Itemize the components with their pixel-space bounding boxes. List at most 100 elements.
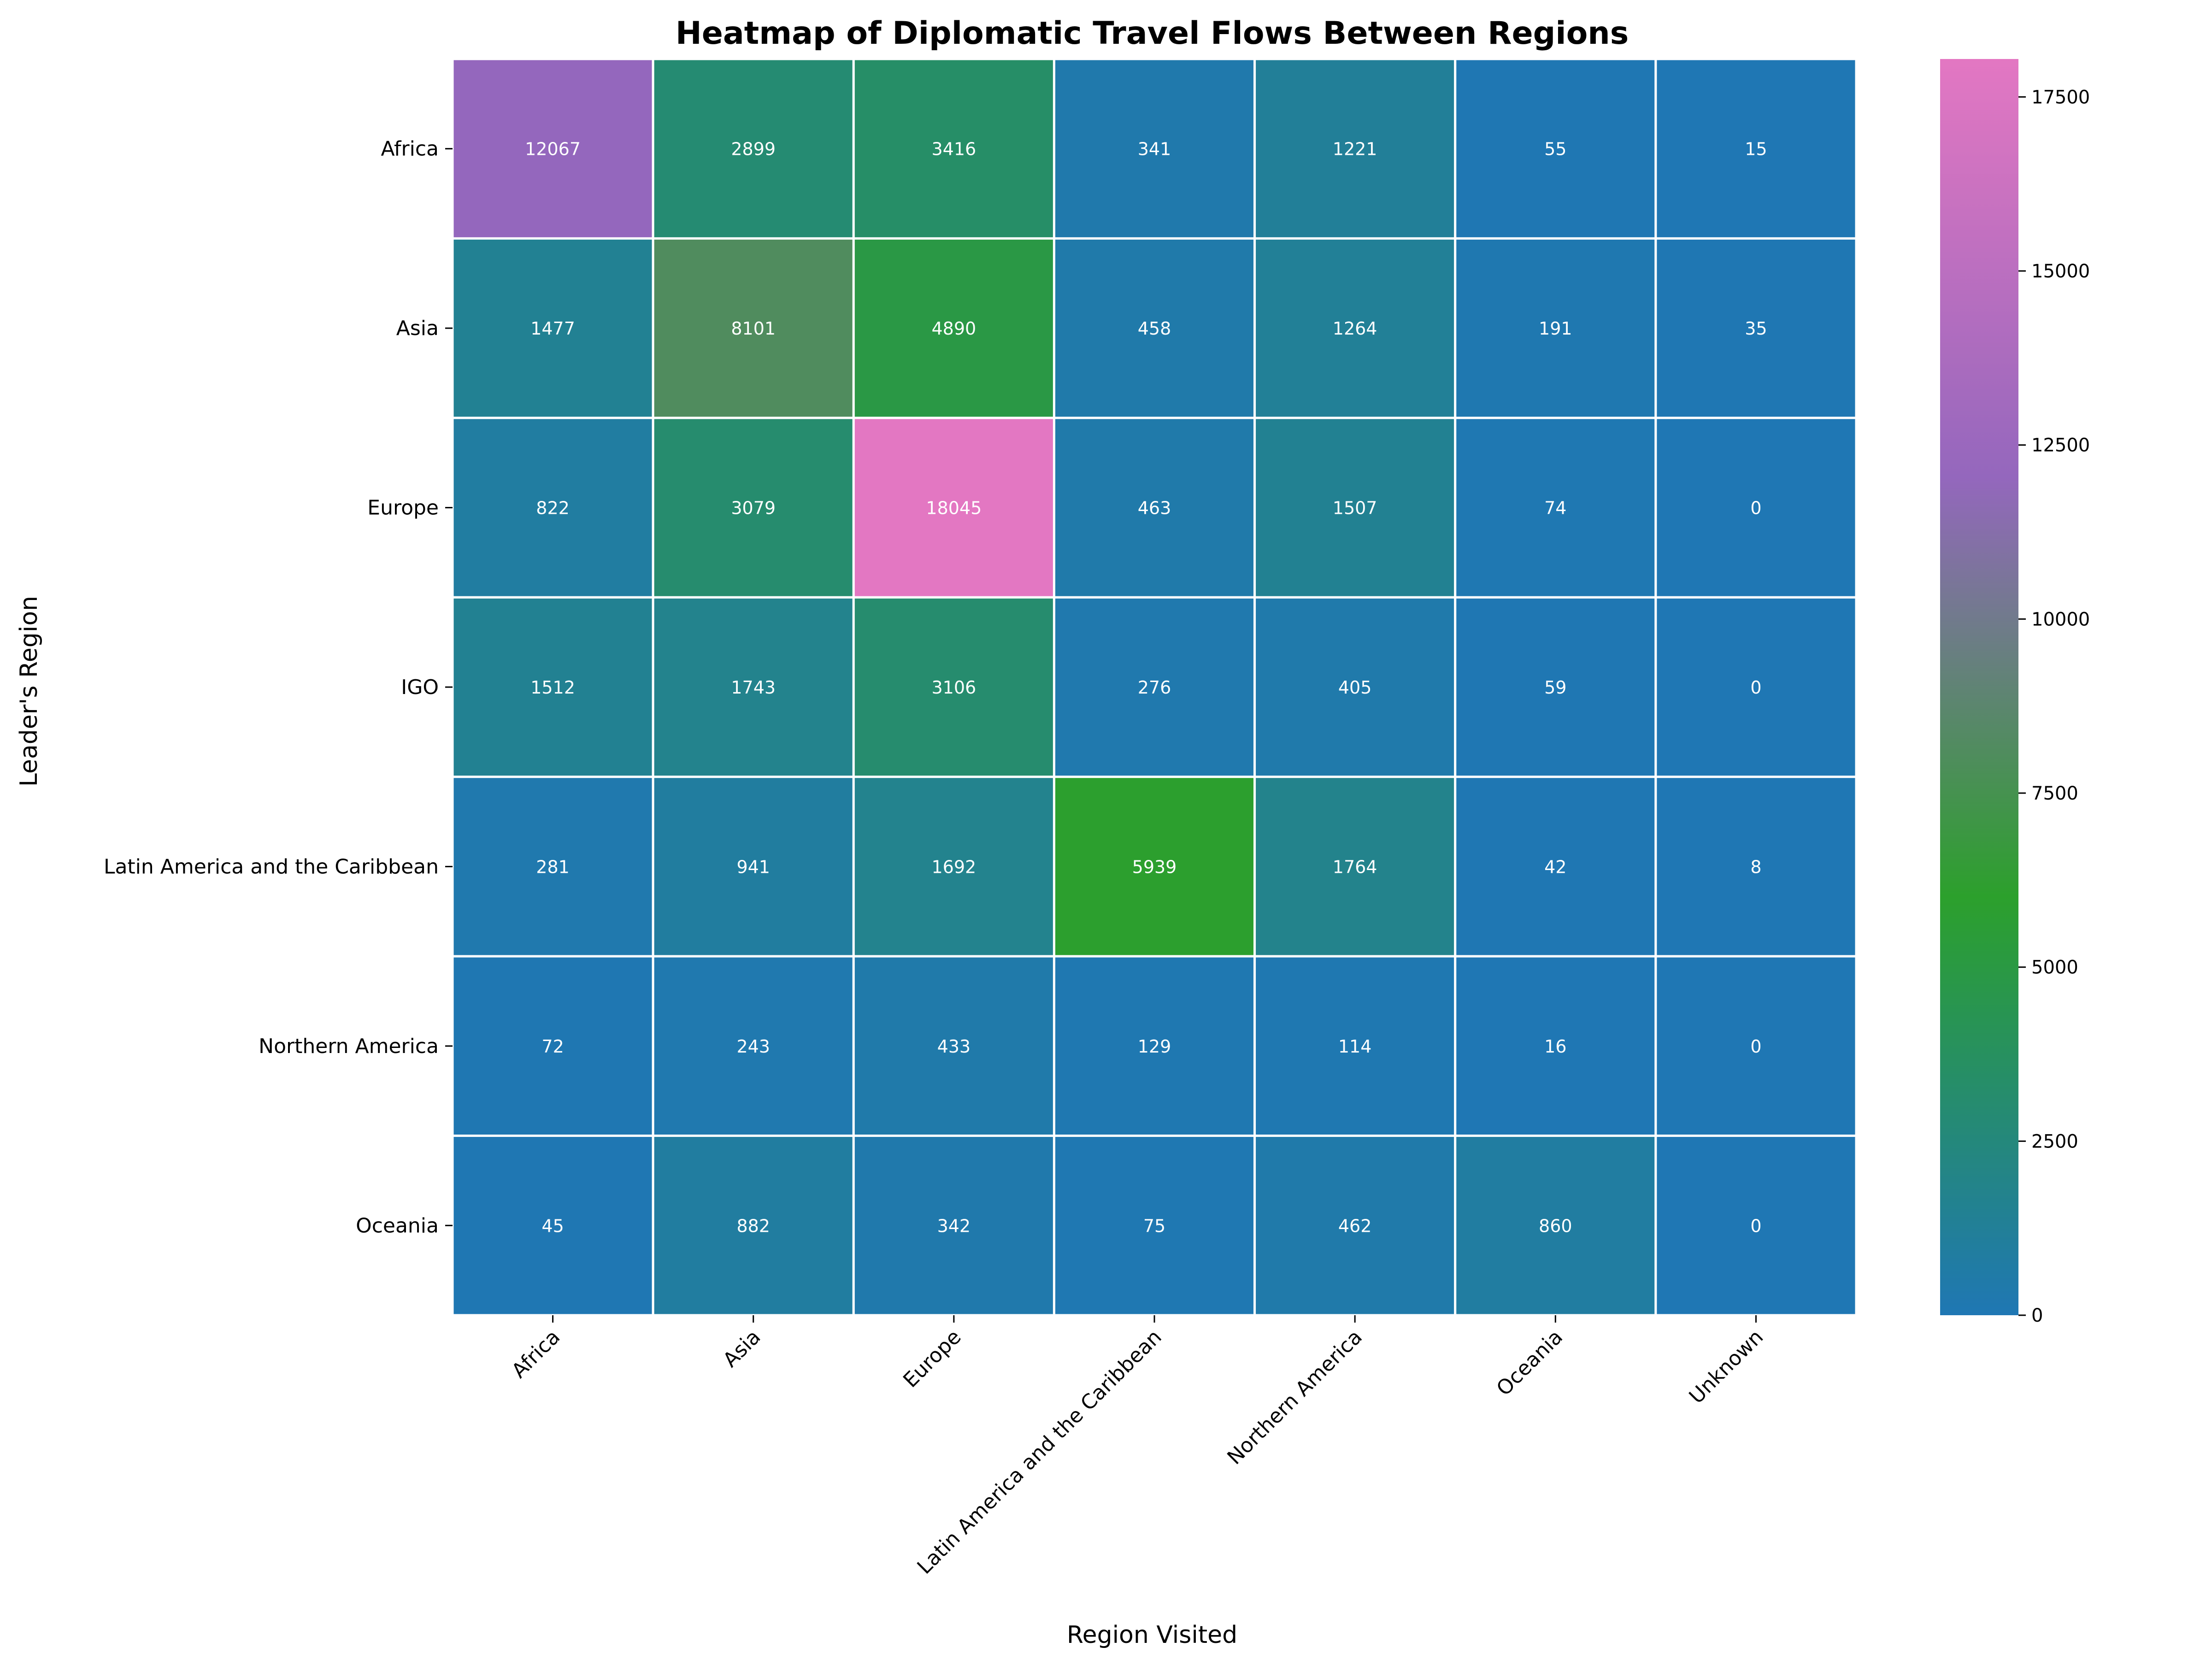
cell-value-label: 3416 <box>931 139 976 159</box>
heatmap-cell <box>852 776 1055 958</box>
cell-value-label: 342 <box>937 1216 971 1236</box>
cell-value-label: 243 <box>736 1036 770 1057</box>
cell-value-label: 1477 <box>530 318 575 339</box>
cell-value-label: 55 <box>1544 139 1566 159</box>
heatmap-cell <box>852 58 1055 240</box>
heatmap-cell <box>1253 237 1457 419</box>
colorbar-tick-label: 5000 <box>2031 957 2078 978</box>
cell-value-label: 59 <box>1544 677 1566 698</box>
cell-value-label: 463 <box>1138 498 1171 518</box>
heatmap-cell <box>852 1135 1055 1317</box>
y-tick-label: IGO <box>401 676 439 699</box>
colorbar-tick-label: 15000 <box>2031 261 2090 282</box>
cell-value-label: 8101 <box>731 318 776 339</box>
heatmap-cell <box>852 237 1055 419</box>
heatmap-cell <box>1253 596 1457 778</box>
colorbar-tick-label: 12500 <box>2031 435 2090 456</box>
heatmap-cell <box>1454 237 1657 419</box>
cell-value-label: 129 <box>1138 1036 1171 1057</box>
cell-value-label: 0 <box>1750 498 1761 518</box>
heatmap-cell <box>1654 596 1858 778</box>
colorbar-tick-label: 10000 <box>2031 609 2090 630</box>
heatmap-cell <box>1654 237 1858 419</box>
colorbar-gradient <box>1940 59 2018 1315</box>
colorbar-tick-label: 2500 <box>2031 1131 2078 1152</box>
y-tick-label: Africa <box>381 137 439 161</box>
cell-value-label: 462 <box>1338 1216 1372 1236</box>
y-tick-label: Northern America <box>259 1035 439 1058</box>
heatmap-cell <box>1654 776 1858 958</box>
cell-value-label: 1264 <box>1333 318 1377 339</box>
cell-value-label: 276 <box>1138 677 1171 698</box>
cell-value-label: 433 <box>937 1036 971 1057</box>
heatmap-cell <box>652 596 855 778</box>
cell-value-label: 18045 <box>926 498 982 518</box>
y-tick-label: Asia <box>396 317 439 340</box>
heatmap-cell <box>1654 1135 1858 1317</box>
colorbar-tick-label: 7500 <box>2031 783 2078 804</box>
cell-value-label: 341 <box>1138 139 1171 159</box>
cell-value-label: 882 <box>736 1216 770 1236</box>
cell-value-label: 0 <box>1750 677 1761 698</box>
cell-value-label: 0 <box>1750 1036 1761 1057</box>
heatmap-cell <box>852 955 1055 1137</box>
cell-value-label: 1512 <box>530 677 575 698</box>
cell-value-label: 1764 <box>1333 857 1377 877</box>
heatmap-cell <box>1053 596 1256 778</box>
cell-value-label: 72 <box>541 1036 564 1057</box>
heatmap-cell <box>451 776 654 958</box>
heatmap-cell <box>451 58 654 240</box>
heatmap-cell <box>652 417 855 599</box>
heatmap-cell <box>652 237 855 419</box>
cell-value-label: 458 <box>1138 318 1171 339</box>
heatmap-cell <box>1654 58 1858 240</box>
cell-value-label: 35 <box>1745 318 1767 339</box>
y-tick-label: Latin America and the Caribbean <box>104 855 439 878</box>
heatmap-cell <box>1454 417 1657 599</box>
cell-value-label: 75 <box>1143 1216 1165 1236</box>
heatmap-cell <box>852 596 1055 778</box>
cell-value-label: 42 <box>1544 857 1566 877</box>
heatmap-cell <box>1053 1135 1256 1317</box>
heatmap-cell <box>1454 1135 1657 1317</box>
x-axis-label: Region Visited <box>1067 1621 1237 1649</box>
heatmap-cell <box>652 58 855 240</box>
cell-value-label: 1507 <box>1333 498 1377 518</box>
cell-value-label: 5939 <box>1132 857 1177 877</box>
colorbar: 0 2500 5000 7500 10000 12500 15000 17500 <box>1940 59 2090 1326</box>
cell-value-label: 3106 <box>931 677 976 698</box>
heatmap-cell <box>652 776 855 958</box>
colorbar-tick-label: 17500 <box>2031 87 2090 108</box>
cell-value-label: 822 <box>536 498 570 518</box>
heatmap-cell <box>451 1135 654 1317</box>
cell-value-label: 15 <box>1745 139 1767 159</box>
heatmap-cell <box>1053 955 1256 1137</box>
cell-value-label: 74 <box>1544 498 1566 518</box>
heatmap-cell <box>852 417 1055 599</box>
heatmap-cell <box>1053 417 1256 599</box>
cell-value-label: 0 <box>1750 1216 1761 1236</box>
chart-title: Heatmap of Diplomatic Travel Flows Betwe… <box>676 15 1629 52</box>
y-axis: Africa Asia Europe IGO Latin America and the… <box>104 137 453 1237</box>
cell-value-label: 114 <box>1338 1036 1372 1057</box>
cell-value-label: 16 <box>1544 1036 1566 1057</box>
cell-value-label: 1692 <box>931 857 976 877</box>
cell-value-label: 2899 <box>731 139 776 159</box>
y-axis-label: Leader's Region <box>15 596 43 787</box>
heatmap-cell <box>451 596 654 778</box>
heatmap-cell <box>451 955 654 1137</box>
cell-value-label: 12067 <box>525 139 581 159</box>
heatmap-cell <box>652 1135 855 1317</box>
heatmap-cell <box>1654 955 1858 1137</box>
cell-value-label: 1221 <box>1333 139 1377 159</box>
cell-value-label: 941 <box>736 857 770 877</box>
y-tick-label: Europe <box>367 496 439 520</box>
cell-value-label: 860 <box>1539 1216 1572 1236</box>
heatmap-cell <box>1253 1135 1457 1317</box>
heatmap-cell <box>1654 417 1858 599</box>
cell-value-label: 405 <box>1338 677 1372 698</box>
cell-value-label: 8 <box>1750 857 1761 877</box>
cell-value-label: 3079 <box>731 498 776 518</box>
